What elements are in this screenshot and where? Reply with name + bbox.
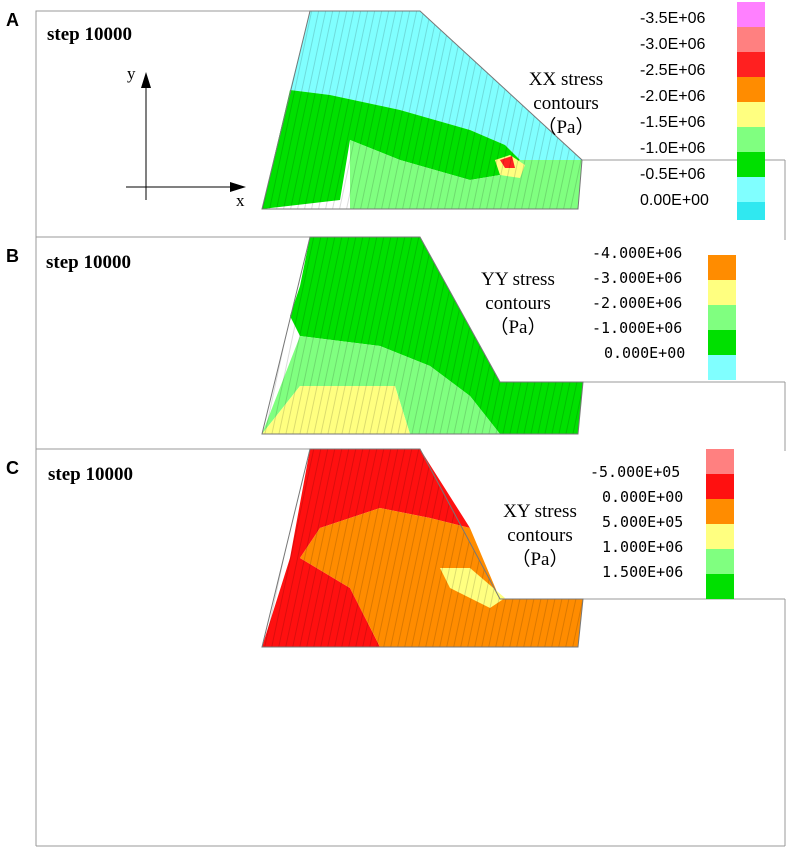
model-outline (35, 448, 310, 846)
panel-letter: C (6, 458, 19, 478)
legend-swatch (706, 474, 734, 499)
contour-title: XX stress contours （Pa） (506, 68, 626, 140)
legend-label: -3.5E+06 (640, 10, 706, 27)
panel-a: A step 10000 y x XX stress contours （Pa） (0, 0, 789, 240)
legend-label: -5.000E+05 (590, 463, 681, 481)
dam-hatch (261, 10, 583, 210)
legend-swatch (708, 255, 736, 280)
contour-title-line3: （Pa） (489, 317, 547, 338)
legend-swatch (737, 177, 765, 202)
legend-swatch (706, 499, 734, 524)
y-axis-arrowhead (141, 72, 151, 88)
legend-swatch (708, 305, 736, 330)
legend-label: -1.000E+06 (592, 319, 683, 337)
contour-title-line1: XX stress (528, 69, 604, 90)
contour-title-line2: contours (533, 93, 599, 114)
yy-stress-contour-plot (35, 236, 786, 451)
dam-hatch (261, 448, 584, 648)
dam-hatch (261, 236, 584, 435)
axis-label-x: x (236, 191, 245, 210)
step-label: step 10000 (47, 24, 132, 45)
legend-swatch (737, 152, 765, 177)
panel-c: C step 10000 XY stress contours （Pa） -5.… (0, 448, 789, 847)
legend-label: 0.000E+00 (602, 488, 684, 506)
legend-swatch (706, 524, 734, 549)
legend-label: -2.000E+06 (592, 294, 683, 312)
panel-letter: B (6, 246, 19, 266)
legend-label: -2.0E+06 (640, 88, 706, 105)
contour-title-line1: XY stress (503, 501, 577, 522)
legend-swatch-last (706, 574, 734, 599)
legend-swatch (708, 355, 736, 380)
legend-label: -1.0E+06 (640, 140, 706, 157)
legend-label: -0.5E+06 (640, 166, 706, 183)
panel-letter: A (6, 10, 19, 30)
legend-swatch (706, 549, 734, 574)
legend-label: 1.000E+06 (602, 538, 684, 556)
model-outline (35, 236, 310, 451)
legend-swatch (737, 2, 765, 27)
legend-swatch (737, 52, 765, 77)
legend-label: -3.0E+06 (640, 36, 706, 53)
legend-label: -4.000E+06 (592, 244, 683, 262)
legend-swatch-last (737, 202, 765, 220)
step-label: step 10000 (46, 252, 131, 273)
legend-swatch (708, 280, 736, 305)
x-axis-arrowhead (230, 182, 246, 192)
legend-label: -2.5E+06 (640, 62, 706, 79)
xy-stress-contour-plot (35, 448, 786, 847)
contour-title-line3: （Pa） (537, 117, 595, 138)
model-outline (35, 10, 310, 240)
legend-swatch (706, 449, 734, 474)
legend-label: 1.500E+06 (602, 563, 684, 581)
contour-title: YY stress contours （Pa） (458, 268, 578, 340)
contour-title: XY stress contours （Pa） (480, 500, 600, 572)
legend-label: 0.00E+00 (640, 192, 709, 209)
panel-b: B step 10000 YY stress contours （Pa） -4.… (0, 236, 789, 451)
contour-title-line1: YY stress (481, 269, 555, 290)
legend-swatch (737, 27, 765, 52)
legend-label: -1.5E+06 (640, 114, 706, 131)
legend-swatch (737, 102, 765, 127)
step-label: step 10000 (48, 464, 133, 485)
legend-swatch (737, 77, 765, 102)
xx-stress-contour-plot (35, 10, 786, 240)
contour-title-line2: contours (507, 525, 573, 546)
contour-title-line3: （Pa） (511, 549, 569, 570)
legend-label: 5.000E+05 (602, 513, 684, 531)
legend-swatch (737, 127, 765, 152)
axis-label-y: y (127, 64, 136, 83)
contour-title-line2: contours (485, 293, 551, 314)
legend-label: 0.000E+00 (604, 344, 686, 362)
legend-swatch (708, 330, 736, 355)
legend-label: -3.000E+06 (592, 269, 683, 287)
